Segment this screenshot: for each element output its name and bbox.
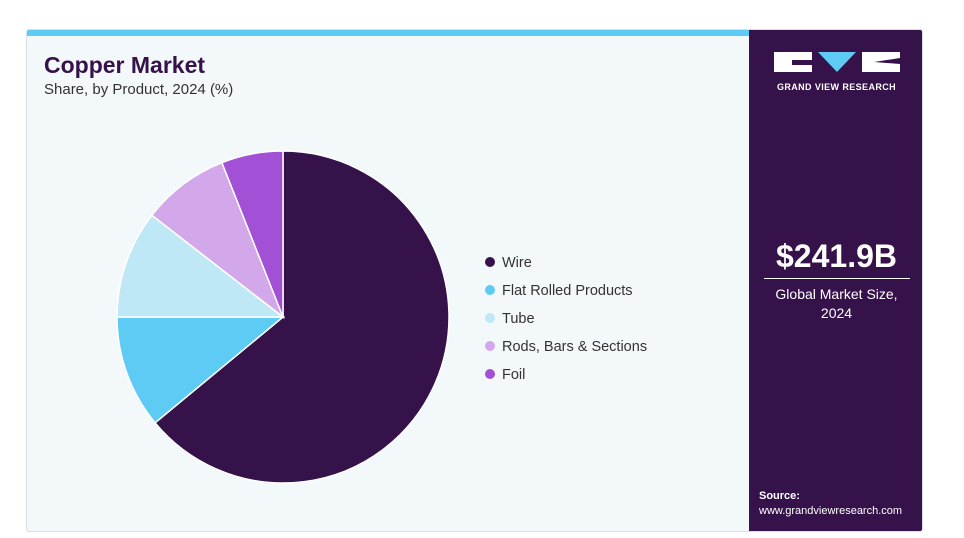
chart-card: Wire Flat Rolled Products Tube Rods, Bars &… xyxy=(26,29,923,532)
info-sidebar: GRAND VIEW RESEARCH $241.9B Global Marke… xyxy=(749,30,922,531)
legend-marker-4 xyxy=(485,369,495,379)
legend-label-1: Flat Rolled Products xyxy=(502,283,633,299)
pie-slice-2 xyxy=(116,214,286,318)
legend-marker-2 xyxy=(485,313,495,323)
grand-view-research-logo xyxy=(774,52,900,72)
market-size-value: $241.9B xyxy=(776,238,897,274)
legend-label-2: Tube xyxy=(502,311,535,327)
source-label: Source: xyxy=(759,490,800,502)
pie-slice-0 xyxy=(154,150,450,484)
legend-marker-3 xyxy=(485,341,495,351)
legend-label-4: Foil xyxy=(502,367,525,383)
legend-marker-0 xyxy=(485,257,495,267)
brand-name: GRAND VIEW RESEARCH xyxy=(776,82,897,92)
source-url[interactable]: www.grandviewresearch.com xyxy=(759,505,903,517)
chart-subtitle: Share, by Product, 2024 (%) xyxy=(44,81,234,98)
legend-label-3: Rods, Bars & Sections xyxy=(502,339,647,355)
market-size-caption: Global Market Size, 2024 xyxy=(775,286,898,321)
legend-marker-1 xyxy=(485,285,495,295)
pie-slice-1 xyxy=(116,316,286,424)
accent-bar xyxy=(27,30,749,36)
chart-title: Copper Market xyxy=(44,52,206,78)
pie-chart: Wire Flat Rolled Products Tube Rods, Bars &… xyxy=(116,150,647,484)
pie-slice-4 xyxy=(220,150,284,318)
pie-slice-3 xyxy=(150,161,285,320)
divider xyxy=(764,278,910,279)
legend-label-0: Wire xyxy=(502,255,532,271)
